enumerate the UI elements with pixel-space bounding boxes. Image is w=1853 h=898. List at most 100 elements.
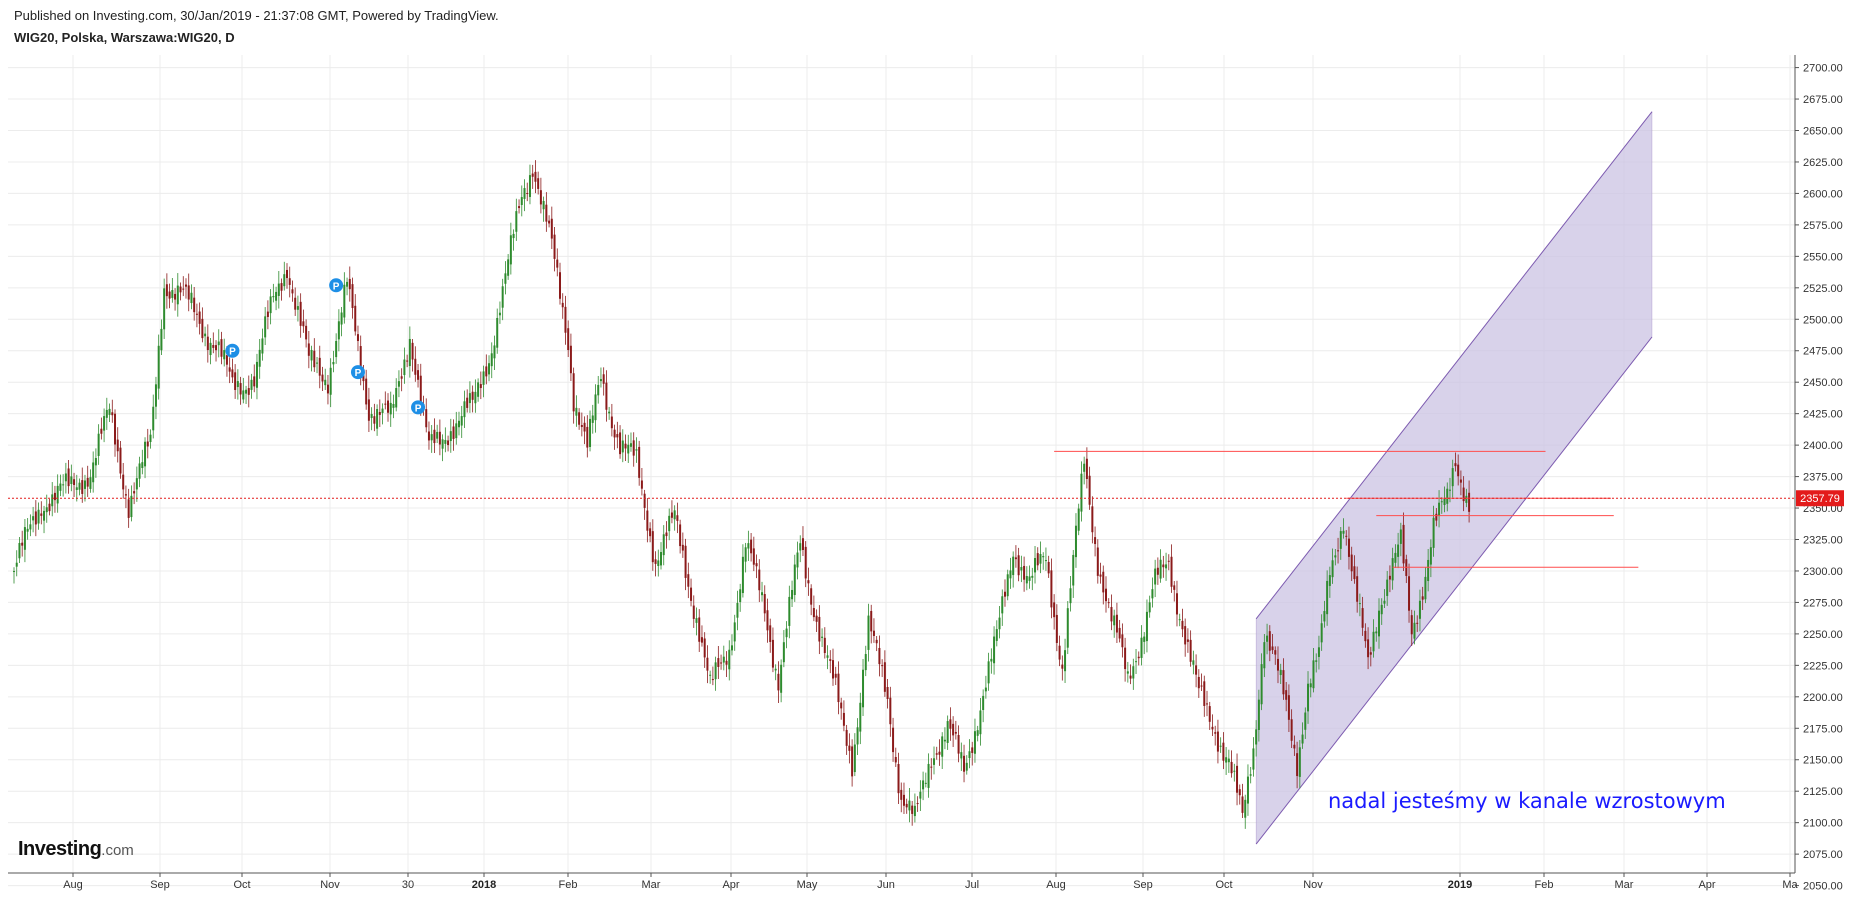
candle-body [1391, 558, 1394, 581]
candle-body [881, 665, 884, 667]
candle-body [1246, 776, 1249, 804]
candle-body [927, 763, 930, 788]
candle-body [1296, 753, 1299, 777]
candle-body [1320, 623, 1323, 643]
candle-body [744, 547, 747, 562]
candle-body [1003, 591, 1006, 597]
symbol-title: WIG20, Polska, Warszawa:WIG20, D [14, 30, 235, 45]
candle-body [103, 416, 106, 431]
candle-body [294, 297, 297, 310]
candle-body [395, 388, 398, 408]
candle-body [1118, 627, 1121, 639]
candle-body [1091, 506, 1094, 533]
candle-body [979, 710, 982, 735]
y-tick-label: 2275.00 [1803, 597, 1843, 609]
candle-body [482, 371, 485, 385]
candle-body [643, 493, 646, 508]
candle-body [1050, 570, 1053, 608]
candle-body [1230, 761, 1233, 774]
candle-body [722, 656, 725, 663]
candle-body [1416, 622, 1419, 624]
candle-body [1334, 555, 1337, 558]
candle-body [750, 539, 753, 554]
candle-body [356, 334, 359, 342]
candle-body [892, 727, 895, 753]
candle-body [280, 283, 283, 291]
candle-body [1345, 535, 1348, 537]
candle-body [1268, 631, 1271, 651]
candle-body [1137, 656, 1140, 659]
candle-body [1203, 681, 1206, 706]
candle-body [919, 791, 922, 799]
candle-body [594, 394, 597, 421]
candle-body [190, 292, 193, 304]
candle-body [108, 408, 111, 415]
candle-body [1162, 564, 1165, 568]
candle-body [509, 235, 512, 265]
candle-body [692, 605, 695, 619]
candle-body [963, 755, 966, 772]
candle-body [1145, 611, 1148, 642]
candle-body [599, 379, 602, 382]
y-tick-label: 2300.00 [1803, 566, 1843, 578]
candle-body [1173, 585, 1176, 590]
candle-body [1323, 611, 1326, 622]
candle-body [176, 285, 179, 305]
candle-body [1432, 517, 1435, 548]
candle-body [897, 764, 900, 794]
candle-body [709, 674, 712, 676]
candle-body [225, 355, 228, 365]
candle-body [1036, 553, 1039, 566]
candle-body [286, 269, 288, 279]
candle-body [1115, 614, 1118, 633]
candle-body [75, 487, 78, 490]
candle-body [586, 426, 589, 448]
y-tick-label: 2325.00 [1803, 535, 1843, 547]
candle-body [400, 376, 403, 379]
candle-body [687, 574, 690, 587]
x-tick-label: Sep [150, 879, 170, 891]
candle-body [791, 589, 794, 600]
x-tick-label: Mar [642, 879, 661, 891]
candle-body [785, 628, 788, 638]
candle-body [1350, 554, 1353, 572]
candle-body [834, 673, 837, 678]
candle-body [201, 318, 204, 339]
candle-body [862, 669, 865, 708]
candle-body [1028, 576, 1031, 581]
candle-body [1206, 703, 1209, 705]
y-tick-label: 2175.00 [1803, 723, 1843, 735]
candle-body [842, 712, 845, 726]
candle-body [1184, 626, 1187, 645]
candle-body [649, 528, 652, 537]
candle-body [239, 383, 242, 395]
candle-body [13, 570, 15, 572]
candle-body [1298, 747, 1301, 777]
candle-body [946, 721, 949, 743]
candle-body [359, 346, 362, 373]
candle-body [982, 695, 985, 711]
candle-body [952, 723, 955, 736]
candle-body [507, 259, 510, 276]
candle-body [1094, 537, 1097, 545]
candle-body [253, 376, 256, 387]
candle-body [351, 284, 354, 309]
candle-body [457, 420, 460, 428]
candle-body [993, 636, 996, 664]
candle-body [635, 449, 638, 451]
candle-body [870, 610, 873, 632]
candle-body [171, 290, 174, 298]
candle-body [1186, 639, 1189, 642]
candle-body [1271, 646, 1274, 651]
candle-body [1252, 748, 1255, 770]
candle-body [1435, 513, 1438, 521]
candle-body [567, 328, 570, 351]
candle-body [1367, 639, 1370, 658]
candle-body [1372, 631, 1375, 652]
candle-body [1214, 732, 1217, 734]
candle-body [157, 345, 160, 389]
candle-body [1034, 558, 1037, 573]
candle-body [195, 313, 198, 315]
candle-body [247, 388, 250, 395]
